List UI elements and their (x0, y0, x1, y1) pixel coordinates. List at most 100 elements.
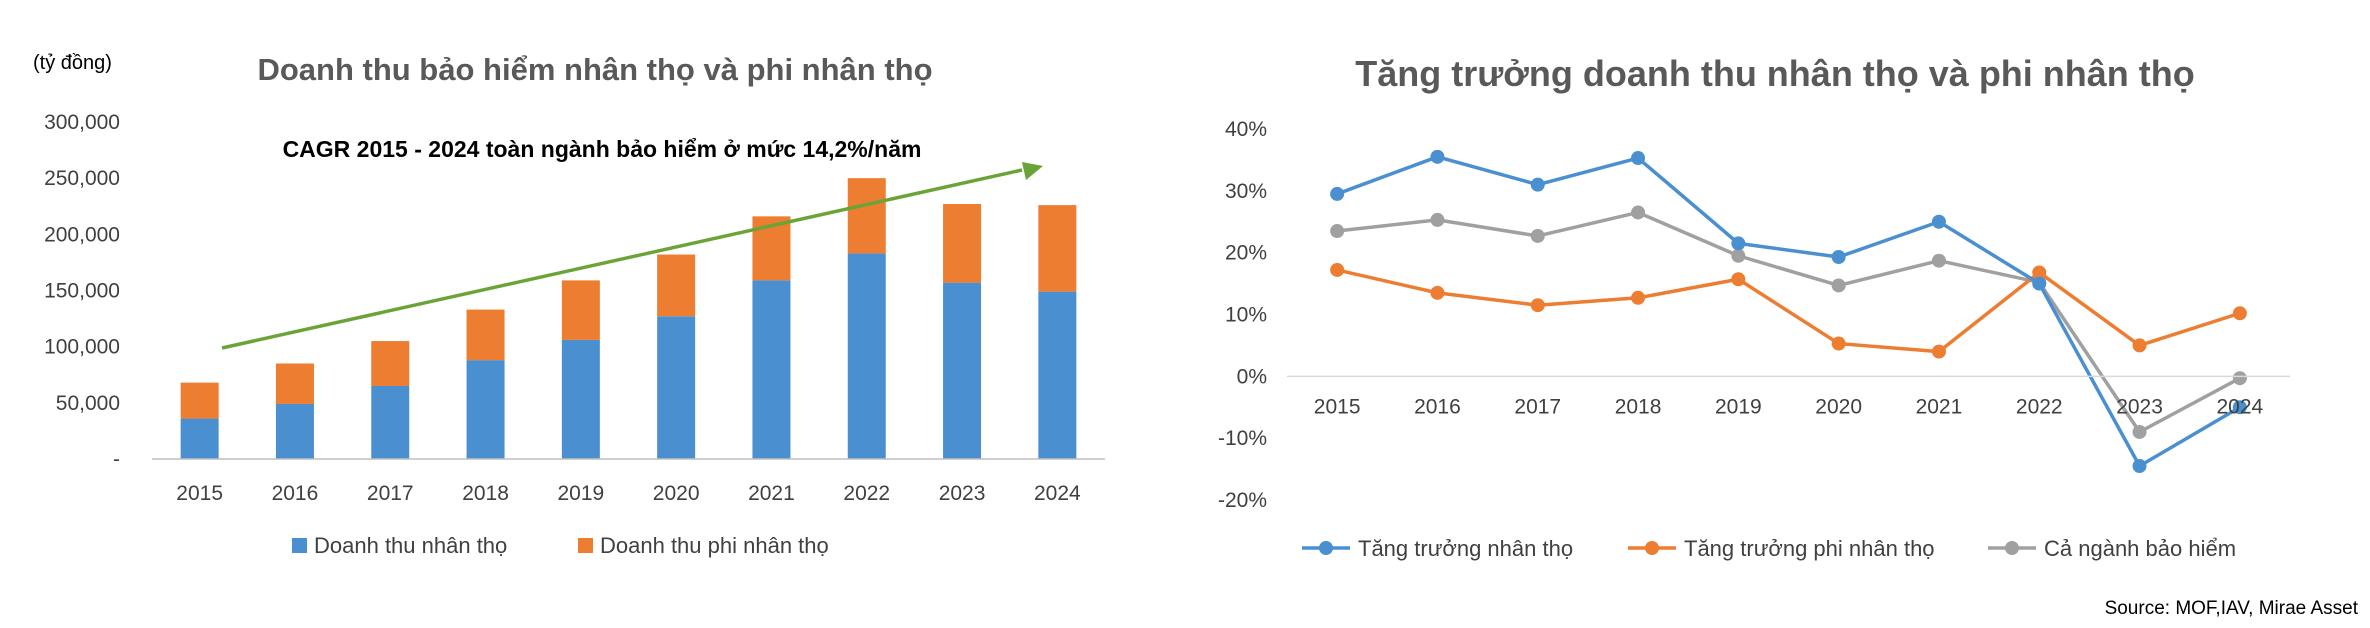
bar-life (180, 418, 219, 459)
bar-non-life (371, 341, 410, 386)
data-point (1831, 249, 1846, 264)
cagr-annotation: CAGR 2015 - 2024 toàn ngành bảo hiểm ở m… (283, 136, 922, 162)
right-x-axis: 2015 2016 2017 2018 2019 2020 2021 2022 2023 2024 (1287, 375, 2290, 418)
data-point (1530, 228, 1545, 243)
data-point (1931, 214, 1946, 229)
data-point (1330, 186, 1345, 201)
bar-non-life (1038, 205, 1077, 292)
trend-arrow-line (221, 168, 1023, 350)
right-x-tick-label: 2024 (2216, 395, 2263, 418)
right-y-tick-label: -20% (1218, 489, 1267, 512)
data-point (2032, 276, 2047, 291)
left-legend: Doanh thu nhân thọ Doanh thu phi nhân thọ (292, 533, 829, 558)
data-point (1430, 212, 1445, 227)
left-x-tick-label: 2021 (748, 482, 795, 505)
bar-non-life (847, 178, 886, 254)
bar-life (1038, 291, 1077, 459)
data-point (1831, 336, 1846, 351)
bar-non-life (561, 280, 600, 340)
bar-non-life (943, 204, 982, 283)
right-y-tick-label: 30% (1225, 180, 1267, 203)
data-point (2132, 424, 2147, 439)
left-x-tick-label: 2017 (367, 482, 414, 505)
left-chart-title: Doanh thu bảo hiểm nhân thọ và phi nhân … (257, 52, 932, 87)
data-point (2132, 458, 2147, 473)
unit-label: (tỷ đồng) (33, 52, 112, 74)
right-y-tick-label: 40% (1225, 118, 1267, 141)
right-x-tick-label: 2021 (1916, 395, 1963, 418)
left-y-tick-label: 100,000 (44, 336, 120, 359)
bar-life (275, 403, 314, 459)
left-bar-series (180, 178, 1077, 459)
data-point (1430, 149, 1445, 164)
data-point (1330, 262, 1345, 277)
left-x-tick-label: 2019 (557, 482, 604, 505)
left-x-axis: 2015 2016 2017 2018 2019 2020 2021 2022 2023 2024 (152, 458, 1105, 505)
data-point (2232, 306, 2247, 321)
legend-swatch (292, 538, 307, 553)
left-x-tick-label: 2016 (272, 482, 319, 505)
legend-label: Doanh thu nhân thọ (314, 533, 507, 558)
left-y-tick-label: 150,000 (44, 280, 120, 303)
bar-non-life (275, 363, 314, 404)
left-x-tick-label: 2022 (843, 482, 890, 505)
data-point (1330, 224, 1345, 239)
series-line (1336, 210, 2241, 434)
right-x-tick-label: 2023 (2116, 395, 2163, 418)
legend-label: Cả ngành bảo hiểm (2044, 536, 2236, 561)
right-x-tick-label: 2018 (1615, 395, 1662, 418)
left-y-tick-label: 250,000 (44, 167, 120, 190)
data-point (1731, 248, 1746, 263)
left-x-tick-label: 2024 (1034, 482, 1081, 505)
legend-marker (2005, 541, 2019, 555)
data-point (1931, 253, 1946, 268)
data-point (1530, 298, 1545, 313)
right-x-tick-label: 2022 (2016, 395, 2063, 418)
left-y-tick-label: 50,000 (56, 392, 120, 415)
bar-non-life (466, 309, 505, 361)
legend-marker (1319, 541, 1333, 555)
bar-life (657, 316, 696, 459)
bar-life (752, 280, 791, 459)
bar-non-life (180, 382, 219, 419)
right-x-tick-label: 2019 (1715, 395, 1762, 418)
bar-life (561, 339, 600, 459)
bar-life (847, 253, 886, 459)
right-y-tick-label: 0% (1237, 365, 1267, 388)
right-y-tick-label: -10% (1218, 427, 1267, 450)
left-y-tick-label: 200,000 (44, 223, 120, 246)
trend-arrow (221, 162, 1043, 350)
left-y-tick-label: 300,000 (44, 111, 120, 134)
data-point (1631, 151, 1646, 166)
right-x-tick-label: 2016 (1414, 395, 1461, 418)
legend-swatch (578, 538, 593, 553)
right-y-axis: -20% -10% 0% 10% 20% 30% 40% (1218, 118, 1267, 512)
data-point (1831, 278, 1846, 293)
trend-arrow-head (1022, 162, 1043, 180)
bar-life (943, 282, 982, 459)
right-x-tick-label: 2017 (1514, 395, 1561, 418)
bar-non-life (657, 254, 696, 317)
data-point (1430, 285, 1445, 300)
legend-label: Tăng trưởng phi nhân thọ (1684, 536, 1935, 561)
data-point (1931, 344, 1946, 359)
data-point (1631, 205, 1646, 220)
legend-marker (1645, 541, 1659, 555)
left-y-axis: - 50,000 100,000 150,000 200,000 250,000 300,0… (44, 111, 120, 471)
right-x-tick-label: 2020 (1815, 395, 1862, 418)
source-note: Source: MOF,IAV, Mirae Asset (2105, 598, 2359, 619)
right-y-tick-label: 20% (1225, 242, 1267, 265)
data-point (1530, 177, 1545, 192)
right-y-tick-label: 10% (1225, 304, 1267, 327)
left-x-tick-label: 2018 (462, 482, 509, 505)
series-line (1336, 268, 2241, 354)
left-y-tick-label: - (113, 448, 120, 471)
data-point (1731, 236, 1746, 251)
data-point (2232, 400, 2247, 415)
data-point (2032, 265, 2047, 280)
legend-label: Doanh thu phi nhân thọ (600, 533, 829, 558)
data-point (1631, 290, 1646, 305)
series-line (1336, 155, 2241, 468)
legend-label: Tăng trưởng nhân thọ (1358, 536, 1573, 561)
